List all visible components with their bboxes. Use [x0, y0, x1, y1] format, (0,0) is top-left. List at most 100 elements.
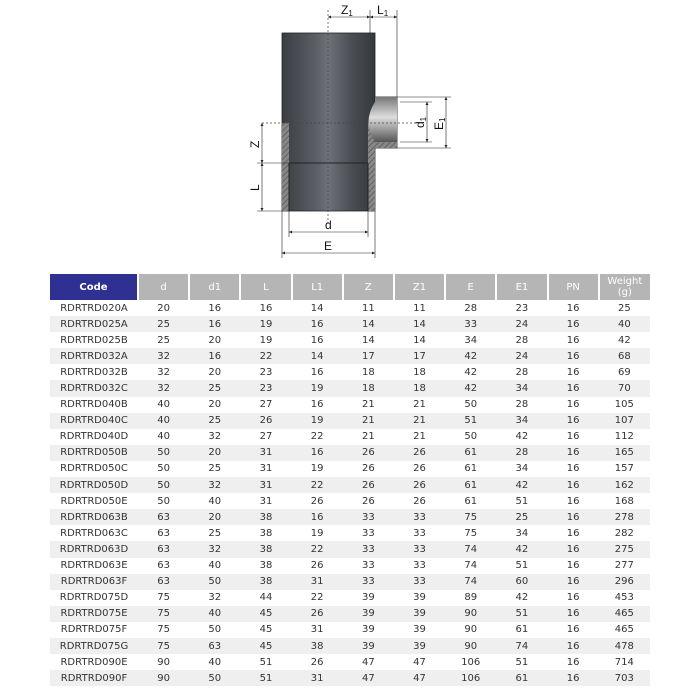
value-cell: 24: [496, 348, 548, 365]
value-cell: 25: [496, 509, 548, 526]
label-z: Z: [248, 141, 262, 148]
product-code-cell: RDRTRD020A: [60, 302, 128, 314]
value-cell: 16: [547, 637, 599, 655]
value-cell: 18: [413, 366, 426, 378]
value-cell: 23: [240, 380, 292, 397]
value-cell: 22: [240, 348, 292, 365]
value-cell: 39: [413, 624, 426, 636]
product-code-cell: RDRTRD063D: [50, 541, 138, 558]
value-cell: 90: [138, 670, 190, 687]
value-cell: 17: [393, 348, 446, 365]
value-cell: 16: [566, 527, 580, 539]
tee-body: [262, 10, 420, 225]
value-cell: 75: [464, 527, 478, 539]
value-cell: 38: [259, 560, 273, 572]
value-cell: 32: [138, 380, 190, 397]
value-cell: 165: [598, 444, 650, 461]
value-cell: 106: [461, 656, 481, 668]
value-cell: 50: [464, 399, 478, 411]
table-row: RDRTRD020A 20 16 16 14 11 11 28 23 16 25: [50, 300, 650, 316]
value-cell: 34: [496, 412, 548, 429]
value-cell: 465: [614, 624, 634, 636]
value-cell: 42: [515, 592, 529, 604]
value-cell: 16: [208, 302, 222, 314]
value-cell: 45: [240, 605, 292, 622]
value-cell: 61: [515, 624, 529, 636]
value-cell: 22: [291, 541, 343, 558]
value-cell: 26: [393, 444, 446, 461]
value-cell: 16: [566, 495, 580, 507]
value-cell: 32: [138, 348, 190, 365]
value-cell: 16: [547, 412, 599, 429]
value-cell: 50: [189, 573, 241, 590]
value-cell: 74: [445, 541, 497, 558]
value-cell: 16: [291, 316, 343, 333]
dimension-labels: Z1 L1 d1 E1 Z L d E: [248, 3, 447, 253]
value-cell: 26: [240, 412, 292, 429]
label-e1: E1: [432, 117, 447, 130]
value-cell: 296: [598, 573, 650, 590]
value-cell: 42: [496, 477, 548, 494]
table-header-row: Code d d1 L L1 Z Z1 E E1 PN Weight (g): [50, 274, 650, 300]
column-header-d: d: [136, 274, 190, 300]
table-row: RDRTRD050E 50 40 31 26 26 26 61 51 16 168: [50, 493, 650, 509]
value-cell: 38: [240, 573, 292, 590]
label-d1: d1: [413, 116, 428, 128]
value-cell: 33: [413, 527, 426, 539]
value-cell: 26: [291, 605, 343, 622]
value-cell: 42: [445, 348, 497, 365]
value-cell: 16: [547, 316, 599, 333]
value-cell: 19: [259, 334, 273, 346]
value-cell: 19: [240, 316, 292, 333]
value-cell: 16: [566, 463, 580, 475]
value-cell: 40: [138, 412, 190, 429]
value-cell: 39: [361, 624, 375, 636]
product-code-cell: RDRTRD063B: [50, 509, 138, 526]
value-cell: 278: [598, 509, 650, 526]
value-cell: 16: [566, 366, 580, 378]
product-code-cell: RDRTRD075G: [50, 637, 138, 655]
value-cell: 39: [361, 592, 375, 604]
value-cell: 28: [515, 366, 529, 378]
value-cell: 39: [342, 605, 394, 622]
value-cell: 16: [189, 316, 241, 333]
value-cell: 47: [413, 656, 426, 668]
table-row: RDRTRD040D 40 32 27 22 21 21 50 42 16 112: [50, 429, 650, 445]
value-cell: 61: [496, 670, 548, 687]
product-code-cell: RDRTRD090F: [50, 670, 138, 687]
product-code-cell: RDRTRD050C: [60, 463, 128, 475]
value-cell: 16: [291, 509, 343, 526]
value-cell: 16: [259, 302, 273, 314]
value-cell: 50: [157, 495, 170, 507]
value-cell: 14: [342, 316, 394, 333]
table-row: RDRTRD050B 50 20 31 16 26 26 61 28 16 165: [50, 444, 650, 461]
value-cell: 33: [342, 541, 394, 558]
value-cell: 40: [208, 656, 222, 668]
value-cell: 25: [138, 316, 190, 333]
value-cell: 61: [445, 444, 497, 461]
value-cell: 75: [157, 592, 170, 604]
value-cell: 16: [566, 334, 580, 346]
product-code-cell: RDRTRD063E: [60, 560, 128, 572]
product-code-cell: RDRTRD040D: [59, 431, 129, 443]
value-cell: 23: [515, 302, 529, 314]
product-code-cell: RDRTRD040C: [50, 412, 138, 429]
label-e: E: [324, 239, 332, 253]
value-cell: 63: [138, 509, 190, 526]
value-cell: 107: [598, 412, 650, 429]
value-cell: 40: [598, 316, 650, 333]
value-cell: 50: [208, 624, 222, 636]
table-row: RDRTRD025B 25 20 19 16 14 14 34 28 16 42: [50, 332, 650, 348]
column-header-code: Code: [50, 274, 138, 300]
value-cell: 47: [393, 670, 446, 687]
value-cell: 20: [208, 366, 222, 378]
value-cell: 26: [361, 495, 375, 507]
product-code-cell: RDRTRD050E: [60, 495, 128, 507]
column-header-d1: d1: [188, 274, 241, 300]
value-cell: 47: [342, 670, 394, 687]
value-cell: 22: [291, 477, 343, 494]
table-row: RDRTRD063E 63 40 38 26 33 33 74 51 16 277: [50, 558, 650, 574]
value-cell: 25: [208, 463, 222, 475]
value-cell: 33: [361, 527, 375, 539]
value-cell: 21: [393, 412, 446, 429]
